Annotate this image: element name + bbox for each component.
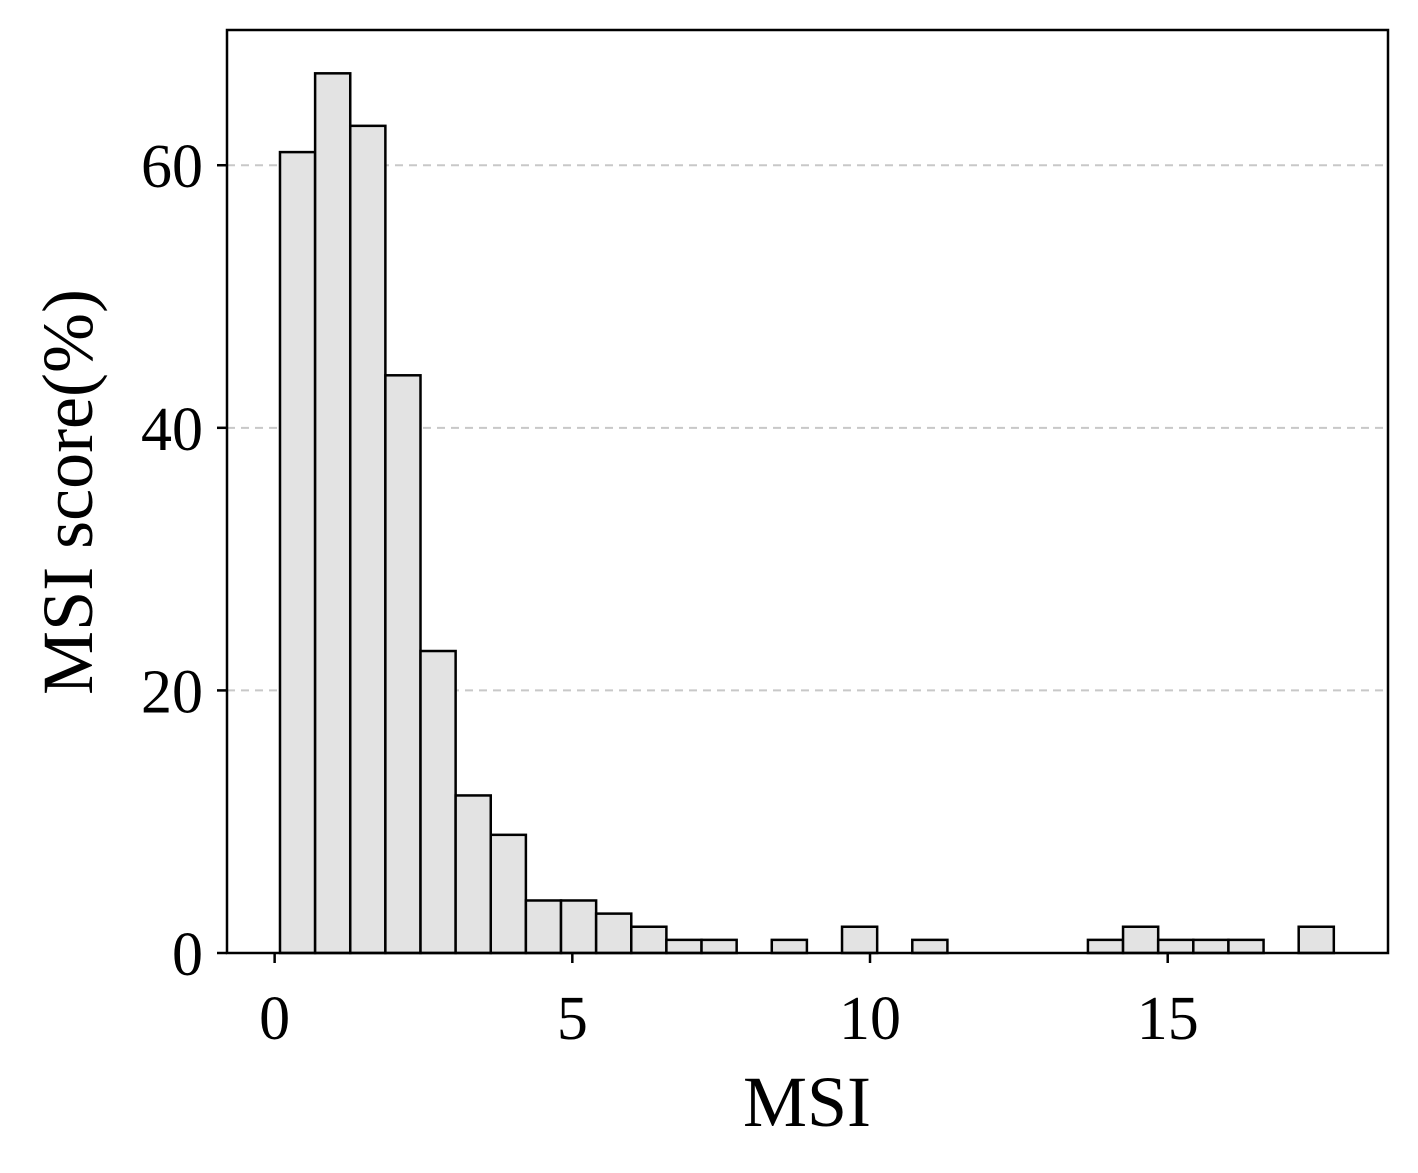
x-axis-label: MSI bbox=[743, 1062, 871, 1142]
x-axis-ticks: 0 5 10 15 bbox=[259, 953, 1199, 1053]
bar-11 bbox=[665, 938, 703, 955]
bar-1 bbox=[313, 72, 352, 955]
y-tick-label-1: 20 bbox=[141, 658, 203, 726]
x-tick-label-1: 5 bbox=[557, 985, 588, 1053]
bar-4 bbox=[419, 649, 457, 955]
bar-2 bbox=[348, 124, 387, 955]
bar-19 bbox=[1192, 938, 1230, 955]
grid-lines bbox=[227, 164, 1388, 692]
bar-21 bbox=[1297, 925, 1336, 955]
y-tick-label-3: 60 bbox=[141, 133, 203, 201]
bar-12 bbox=[700, 938, 738, 955]
x-tick-label-3: 15 bbox=[1137, 985, 1199, 1053]
bar-10 bbox=[630, 925, 668, 955]
bar-20 bbox=[1227, 938, 1265, 955]
bar-14 bbox=[840, 925, 879, 955]
y-tick-label-2: 40 bbox=[141, 396, 203, 464]
plot-frame bbox=[225, 28, 1390, 955]
bar-17 bbox=[1121, 925, 1160, 955]
y-axis-label: MSI score(%) bbox=[28, 289, 108, 695]
x-tick-label-2: 10 bbox=[839, 985, 901, 1053]
y-tick-label-0: 0 bbox=[172, 921, 203, 989]
bar-13 bbox=[770, 938, 809, 955]
bar-18 bbox=[1156, 938, 1195, 955]
x-tick-label-0: 0 bbox=[259, 985, 290, 1053]
bar-5 bbox=[454, 794, 493, 955]
bar-6 bbox=[489, 833, 528, 955]
bar-9 bbox=[594, 912, 633, 955]
bar-0 bbox=[278, 150, 317, 955]
bar-16 bbox=[1086, 938, 1125, 955]
y-axis-ticks: 0 20 40 60 bbox=[141, 133, 227, 989]
bar-7 bbox=[524, 899, 563, 955]
bar-8 bbox=[559, 899, 598, 955]
bar-15 bbox=[911, 938, 949, 955]
bars bbox=[278, 72, 1336, 955]
bar-3 bbox=[384, 374, 422, 955]
